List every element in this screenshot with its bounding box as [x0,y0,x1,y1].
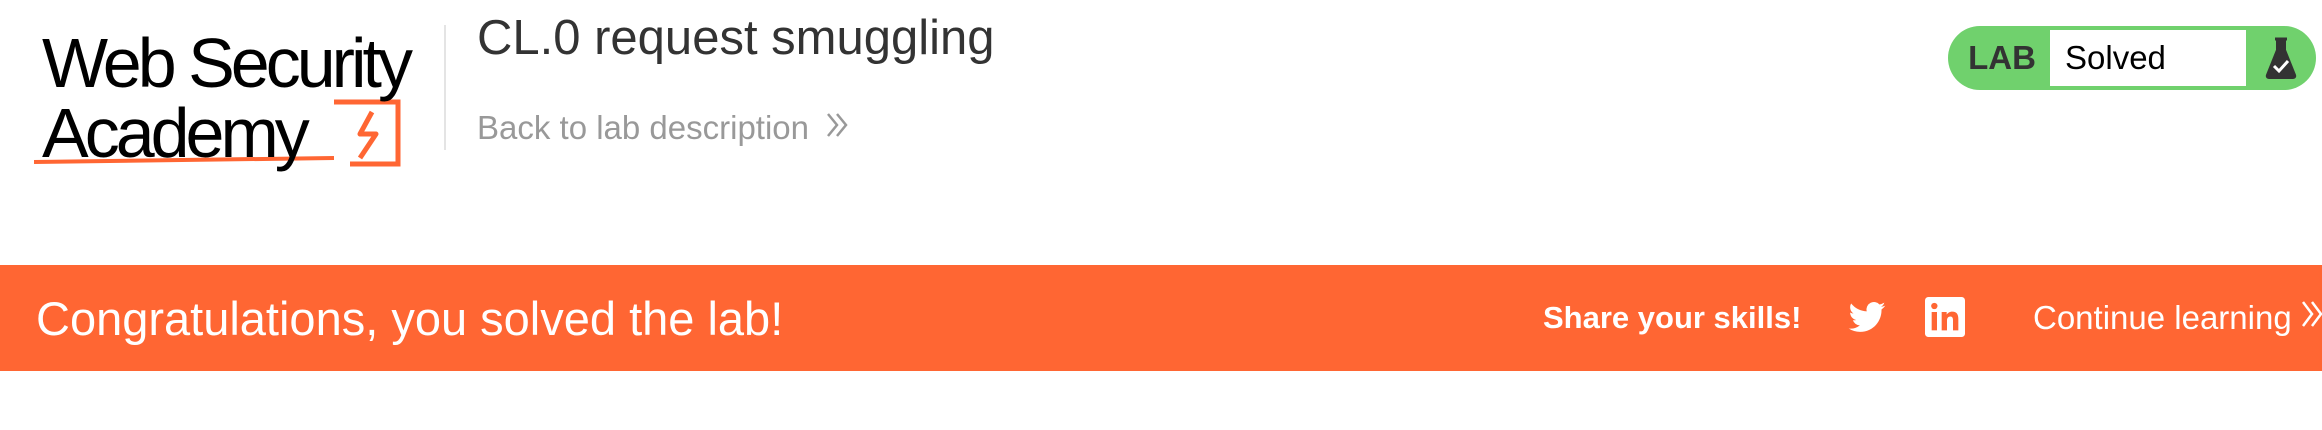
twitter-icon [1848,302,1886,332]
web-security-academy-logo[interactable]: Web Security Academy [34,22,444,172]
share-skills-label: Share your skills! [1543,300,1802,335]
back-link-label: Back to lab description [477,109,810,146]
continue-learning-link[interactable]: Continue learning [2033,265,2322,371]
lab-status-value: Solved [2050,30,2246,86]
lab-header: Web Security Academy CL.0 request smuggl… [34,11,2316,172]
solved-notification-banner: Congratulations, you solved the lab! Sha… [0,265,2322,371]
congratulations-message: Congratulations, you solved the lab! [36,291,784,345]
lab-status-widget: LAB Solved [1948,26,2316,90]
twitter-share-button[interactable] [1847,298,1887,338]
linkedin-share-button[interactable] [1925,297,1965,337]
lab-title: CL.0 request smuggling [477,11,995,65]
logo-text-line1: Web Security [42,24,413,102]
lab-status-label: LAB [1968,39,2036,76]
double-chevron-right-icon [2300,299,2322,337]
linkedin-icon [1925,297,1965,337]
header-divider [444,25,446,150]
double-chevron-right-icon [825,109,851,147]
continue-learning-label: Continue learning [2033,299,2292,336]
back-to-lab-description-link[interactable]: Back to lab description [477,106,851,150]
flask-solved-icon [2246,36,2316,80]
logo-text-line2: Academy [42,94,310,172]
academy-logo-mark-icon [34,99,401,167]
